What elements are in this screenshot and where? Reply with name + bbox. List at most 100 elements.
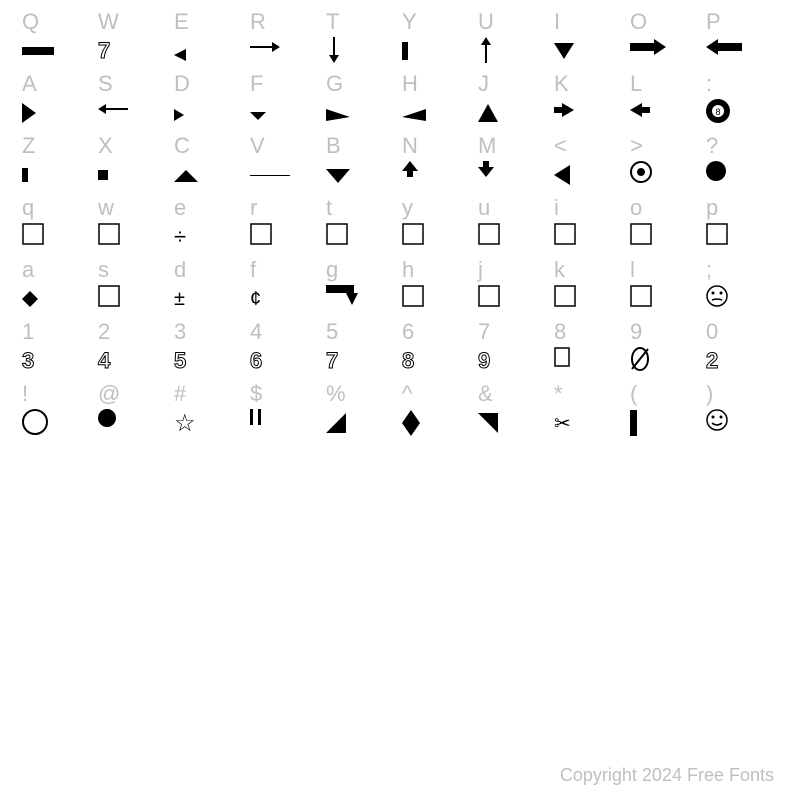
glyph-rect-tall-sm [402,36,408,66]
glyph-cell: ( [628,380,704,442]
key-label: O [630,8,647,36]
key-label: Y [402,8,417,36]
glyph-cell: e÷ [172,194,248,256]
glyph-cell: R [248,8,324,70]
glyph-outline-7b: 7 [326,346,338,376]
glyph-cell: 68 [400,318,476,380]
glyph-cell: N [400,132,476,194]
key-label: 7 [478,318,490,346]
glyph-cell: 24 [96,318,172,380]
key-label: R [250,8,266,36]
key-label: Q [22,8,39,36]
key-label: s [98,256,109,284]
glyph-eight-ball: 8 [706,98,746,128]
glyph-tri-down-sm [250,98,267,128]
key-label: y [402,194,413,222]
glyph-arrowhead-right [554,98,594,128]
glyph-cell: B [324,132,400,194]
glyph-cell: S [96,70,172,132]
key-label: & [478,380,493,408]
glyph-arrow-left [98,98,138,128]
glyph-tri-left-sm [174,36,187,66]
glyph-cell: J [476,70,552,132]
glyph-tri-left [554,160,571,190]
glyph-tri-up [478,98,499,128]
glyph-cell: d± [172,256,248,318]
key-label: @ [98,380,120,408]
glyph-cell: E [172,8,248,70]
glyph-cell: h [400,256,476,318]
glyph-cell: M [476,132,552,194]
key-label: 3 [174,318,186,346]
glyph-arrow-down-small [478,160,518,190]
glyph-square-outline [326,222,366,252]
glyph-square-outline [630,222,670,252]
key-label: p [706,194,718,222]
glyph-circle-dot [630,160,670,190]
key-label: a [22,256,34,284]
glyph-cell: I [552,8,628,70]
glyph-cell: 46 [248,318,324,380]
glyph-outline-2: 2 [706,346,718,376]
glyph-tri-down-wide [326,160,351,190]
glyph-cell: 35 [172,318,248,380]
key-label: d [174,256,186,284]
glyph-cell: X [96,132,172,194]
glyph-square-outline [478,284,518,314]
glyph-outline-6: 6 [250,346,262,376]
key-label: k [554,256,565,284]
glyph-cell: G [324,70,400,132]
copyright-text: Copyright 2024 Free Fonts [560,765,774,786]
glyph-outline-4: 4 [98,346,110,376]
glyph-square-outline [250,222,290,252]
glyph-square-outline [98,222,138,252]
key-label: r [250,194,257,222]
key-label: g [326,256,338,284]
glyph-cell: #☆ [172,380,248,442]
key-label: j [478,256,483,284]
glyph-line-h [250,160,290,190]
key-label: # [174,380,186,408]
key-label: q [22,194,34,222]
key-label: ( [630,380,637,408]
glyph-square-outline-sm [554,346,594,376]
key-label: 8 [554,318,566,346]
key-label: J [478,70,489,98]
glyph-cell: u [476,194,552,256]
glyph-square-outline [22,222,62,252]
glyph-cell: H [400,70,476,132]
key-label: w [98,194,114,222]
glyph-cell: i [552,194,628,256]
glyph-cell: w [96,194,172,256]
key-label: C [174,132,190,160]
glyph-cell: t [324,194,400,256]
key-label: ? [706,132,718,160]
key-label: 2 [98,318,110,346]
glyph-square-outline [630,284,670,314]
glyph-cent: ¢ [250,284,261,314]
glyph-tri-corner-r [478,408,499,438]
key-label: D [174,70,190,98]
key-label: i [554,194,559,222]
key-label: > [630,132,643,160]
key-label: : [706,70,712,98]
key-label: e [174,194,186,222]
glyph-cell: ! [20,380,96,442]
key-label: t [326,194,332,222]
key-label: 0 [706,318,718,346]
glyph-cell: s [96,256,172,318]
glyph-zero-slash [630,346,670,376]
key-label: ! [22,380,28,408]
glyph-square-outline [706,222,746,252]
glyph-outline-9: 9 [478,346,490,376]
key-label: M [478,132,496,160]
glyph-cell: L [628,70,704,132]
key-label: H [402,70,418,98]
glyph-circle-fill [706,160,746,190]
glyph-cell: o [628,194,704,256]
glyph-star-outline: ☆ [174,408,196,438]
key-label: u [478,194,490,222]
glyph-cell: < [552,132,628,194]
glyph-arrowhead-left [630,98,670,128]
key-label: f [250,256,256,284]
